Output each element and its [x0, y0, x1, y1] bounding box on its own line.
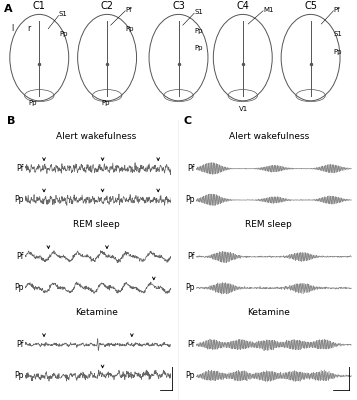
Text: Pf: Pf: [16, 164, 24, 173]
Text: Pp: Pp: [28, 100, 36, 106]
Text: V1: V1: [239, 106, 248, 112]
Text: Alert wakefulness: Alert wakefulness: [56, 132, 136, 142]
Text: Pf: Pf: [334, 7, 341, 13]
Text: Pp: Pp: [101, 100, 110, 106]
Text: Pp: Pp: [185, 372, 195, 380]
Text: C2: C2: [101, 1, 114, 11]
Text: M1: M1: [263, 7, 274, 13]
Text: Pp: Pp: [195, 28, 203, 34]
Text: l: l: [11, 24, 14, 33]
Text: Pf: Pf: [16, 340, 24, 349]
Text: Pf: Pf: [126, 7, 132, 13]
Text: A: A: [4, 4, 12, 14]
Text: Pp: Pp: [334, 49, 342, 55]
Text: C1: C1: [33, 1, 46, 11]
Text: C4: C4: [236, 1, 249, 11]
Text: Pp: Pp: [185, 196, 195, 204]
Text: C: C: [184, 116, 192, 126]
Text: Ketamine: Ketamine: [247, 308, 290, 318]
Text: Pp: Pp: [14, 284, 24, 292]
Text: r: r: [27, 24, 30, 33]
Text: Pf: Pf: [16, 252, 24, 261]
Text: S1: S1: [195, 9, 203, 15]
Text: Pp: Pp: [195, 45, 203, 51]
Text: Pp: Pp: [185, 284, 195, 292]
Text: Alert wakefulness: Alert wakefulness: [228, 132, 309, 142]
Text: Pf: Pf: [187, 252, 195, 261]
Text: Pp: Pp: [59, 31, 67, 37]
Text: REM sleep: REM sleep: [245, 220, 292, 230]
Text: Pp: Pp: [14, 196, 24, 204]
Text: Pp: Pp: [126, 26, 134, 32]
Text: S1: S1: [334, 31, 343, 37]
Text: Pp: Pp: [14, 372, 24, 380]
Text: Pf: Pf: [187, 164, 195, 173]
Text: C3: C3: [172, 1, 185, 11]
Text: B: B: [7, 116, 15, 126]
Text: C5: C5: [304, 1, 317, 11]
Text: S1: S1: [59, 11, 68, 17]
Text: REM sleep: REM sleep: [73, 220, 120, 230]
Text: Pf: Pf: [187, 340, 195, 349]
Text: Ketamine: Ketamine: [75, 308, 118, 318]
